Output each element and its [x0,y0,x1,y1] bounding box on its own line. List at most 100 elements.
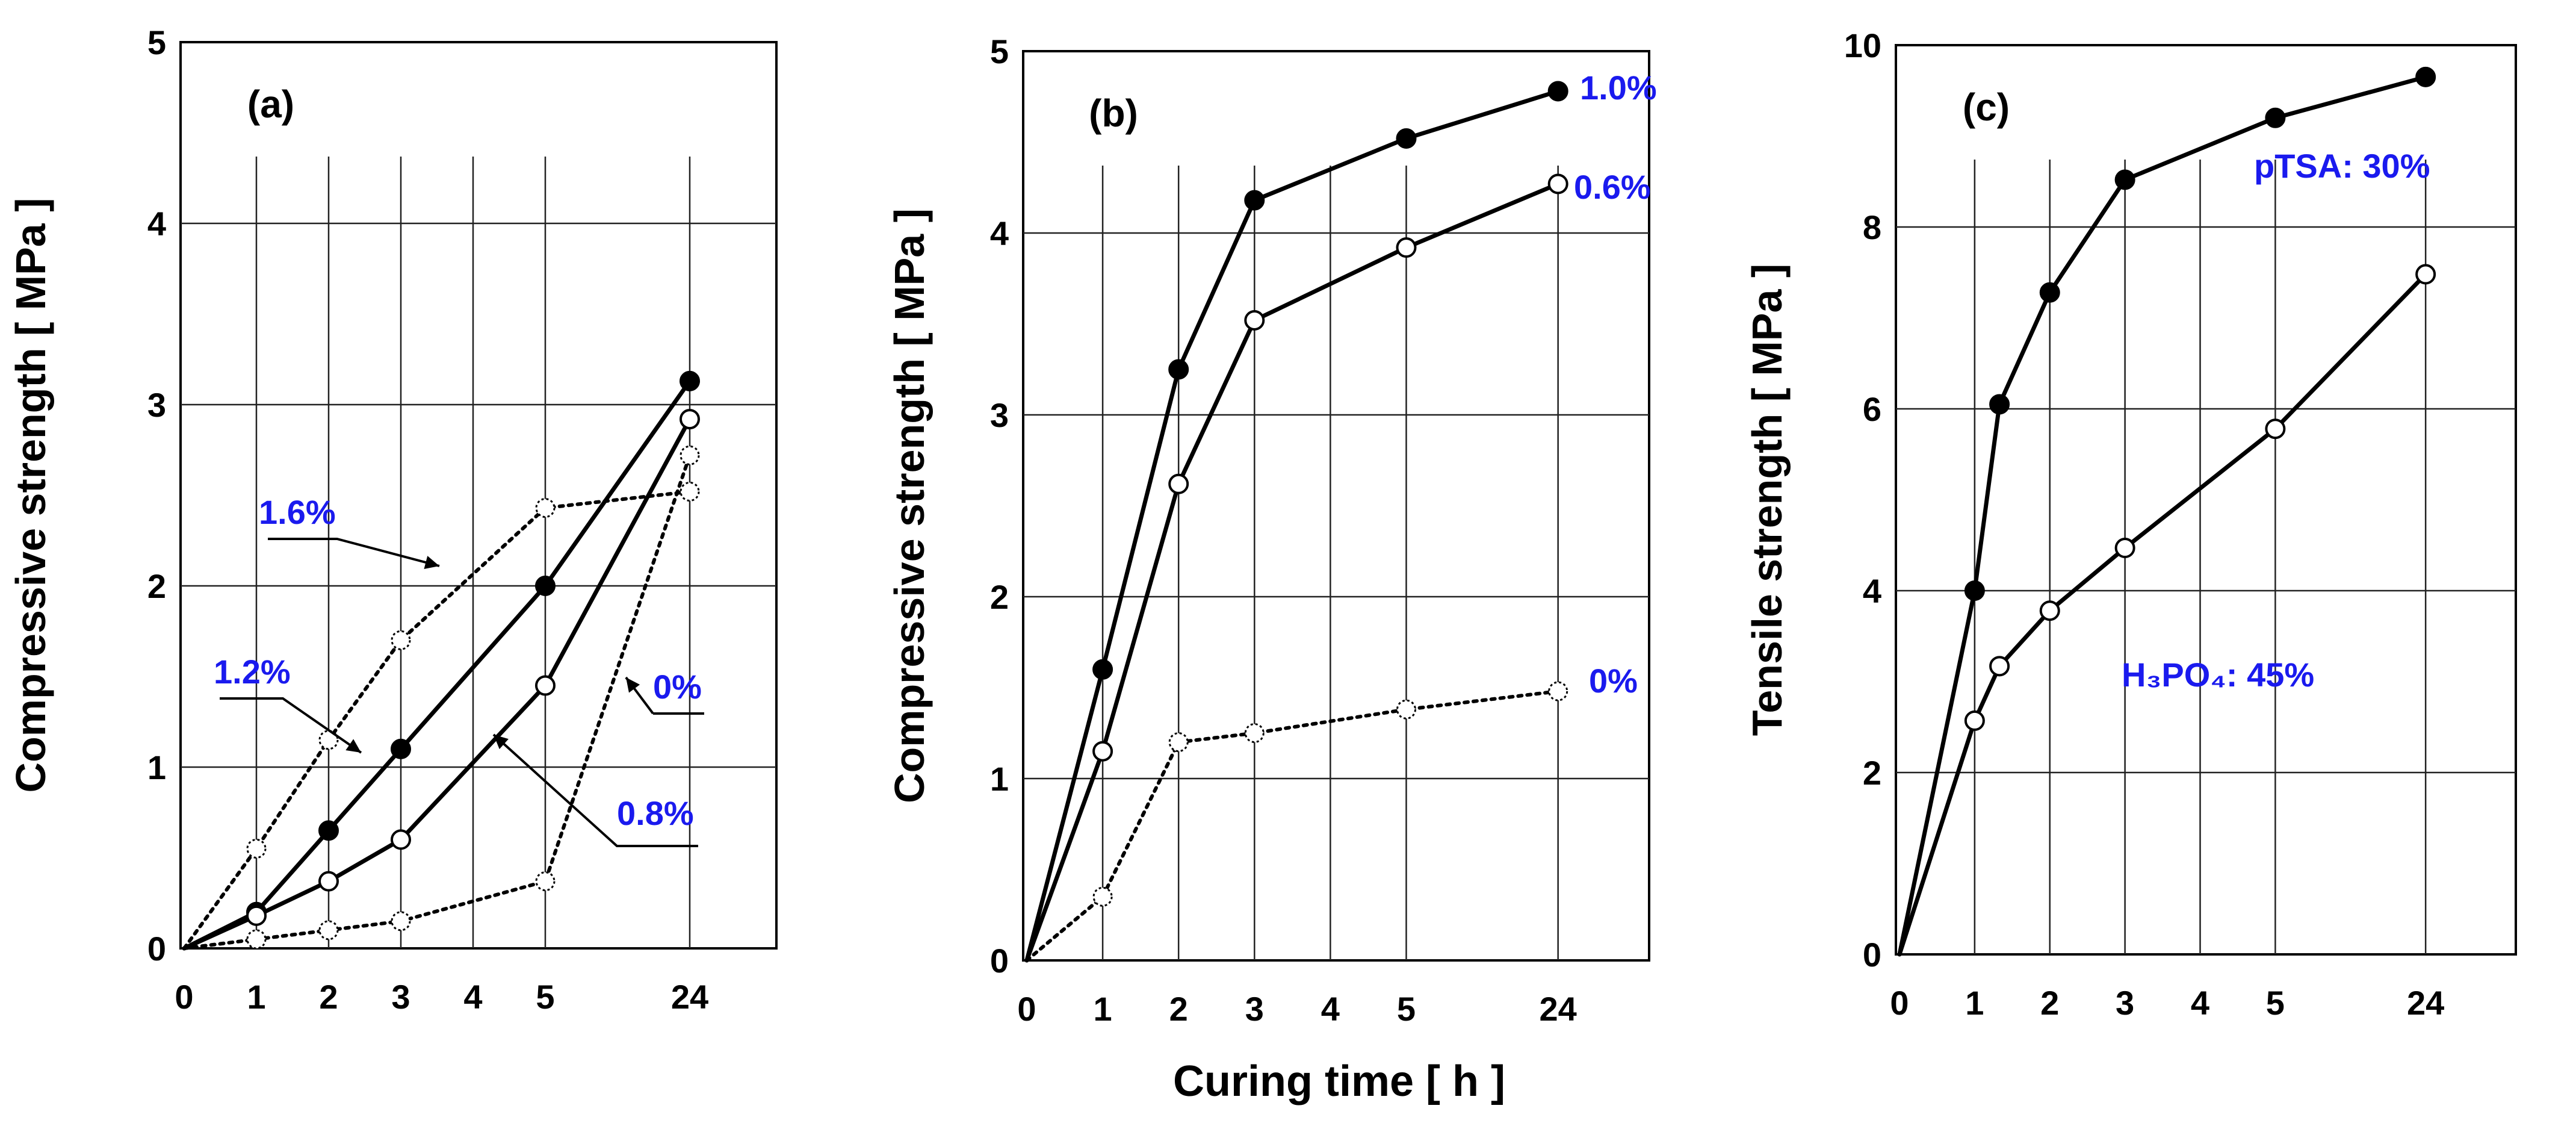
annotation-leader [268,538,440,567]
data-point [2415,264,2436,285]
panel-label: (b) [1089,92,1138,135]
series-line-4 [182,453,692,950]
label-1-0pct: 1.0% [1580,69,1657,107]
data-point [2039,600,2060,621]
data-point [680,370,700,391]
data-point [535,498,556,518]
annotation-arrowhead [424,556,439,569]
x-tick-label: 5 [536,978,554,1016]
x-tick-label: 1 [1965,984,1984,1022]
data-point [1244,723,1265,743]
data-point [1092,741,1113,762]
data-point [1396,237,1417,258]
data-point [1168,359,1189,380]
label-0-8pct: 0.8% [617,794,694,832]
data-point [1092,886,1113,907]
data-point [246,838,267,859]
x-tick-label: 24 [2407,984,2444,1022]
x-tick-label: 1 [1094,990,1112,1028]
data-point [391,829,411,850]
label-ptsa: pTSA: 30% [2254,147,2430,185]
data-point [2114,169,2135,190]
data-point [318,871,339,892]
data-point [391,911,411,931]
data-point [2265,418,2286,440]
label-0pct: 0% [653,668,702,706]
data-point [1396,699,1416,720]
y-tick-label: 3 [990,396,1009,434]
y-tick-label: 0 [990,942,1009,980]
plot-frame [179,41,778,950]
label-0pct-b: 0% [1589,662,1638,700]
data-point [1989,394,2010,415]
annotation-leader [492,733,698,847]
plot-frame [1895,44,2517,956]
x-tick-label: 2 [319,978,338,1016]
y-tick-label: 0 [1863,936,1881,974]
x-tick-label: 3 [2116,984,2134,1022]
y-tick-label: 3 [147,386,166,424]
series-line-1 [182,379,692,951]
panel-label: (a) [247,82,294,126]
data-point [391,738,411,759]
y-tick-label: 2 [147,567,166,605]
data-point [2114,538,2135,559]
x-tick-label: 2 [2040,984,2059,1022]
data-point [318,820,339,841]
label-0-6pct: 0.6% [1574,168,1651,206]
data-point [2039,282,2060,303]
label-h3po4: H₃PO₄: 45% [2122,656,2314,694]
annotation-arrowhead [626,677,640,693]
series-line-3 [182,490,692,950]
annotation-arrowhead [345,739,361,753]
y-tick-label: 4 [147,205,166,243]
x-tick-label: 4 [2191,984,2209,1022]
y-tick-label: 8 [1863,208,1881,246]
x-tick-label: 4 [1321,990,1340,1028]
y-axis-label: Tensile strength [ MPa ] [1744,264,1791,736]
data-point [246,929,267,950]
series-line-3 [1025,689,1560,962]
y-tick-label: 6 [1863,390,1881,428]
data-point [1547,81,1568,102]
data-point [1989,656,2010,677]
data-point [680,409,700,430]
data-point [1244,190,1265,211]
data-point [1548,681,1568,701]
x-tick-label: 2 [1169,990,1188,1028]
annotation-arrowhead [494,735,509,750]
series-line-2 [1024,181,1561,963]
panel-a: 0 1 2 3 4 5 0 1 2 3 4 5 24 Compressive strength [ MPa… [7,23,778,1016]
data-point [318,730,339,750]
x-tick-label: 1 [247,978,265,1016]
series-line-2 [182,417,692,951]
data-point [246,905,267,926]
x-tick-label: 0 [1890,984,1909,1022]
data-point [318,920,339,941]
data-point [2265,107,2286,128]
data-point [535,871,556,892]
x-tick-label: 4 [463,978,482,1016]
y-tick-label: 4 [1863,572,1881,610]
data-point [1244,309,1265,331]
data-point [391,630,411,650]
y-tick-label: 2 [1863,754,1881,792]
y-tick-label: 10 [1844,26,1881,64]
y-axis-label: Compressive strength [ MPa ] [7,198,54,793]
data-point [535,576,556,596]
x-tick-label: 24 [1540,990,1577,1028]
data-point [1964,580,1985,601]
y-tick-label: 1 [990,760,1009,798]
data-point [680,481,700,502]
y-tick-label: 0 [147,930,166,968]
plot-frame [1022,50,1650,962]
x-tick-label: 24 [671,978,708,1016]
data-point [1168,732,1189,753]
y-tick-label: 5 [990,33,1009,70]
data-point [1168,473,1189,494]
data-point [680,445,700,465]
data-point [2415,66,2436,87]
data-point [1547,173,1568,194]
